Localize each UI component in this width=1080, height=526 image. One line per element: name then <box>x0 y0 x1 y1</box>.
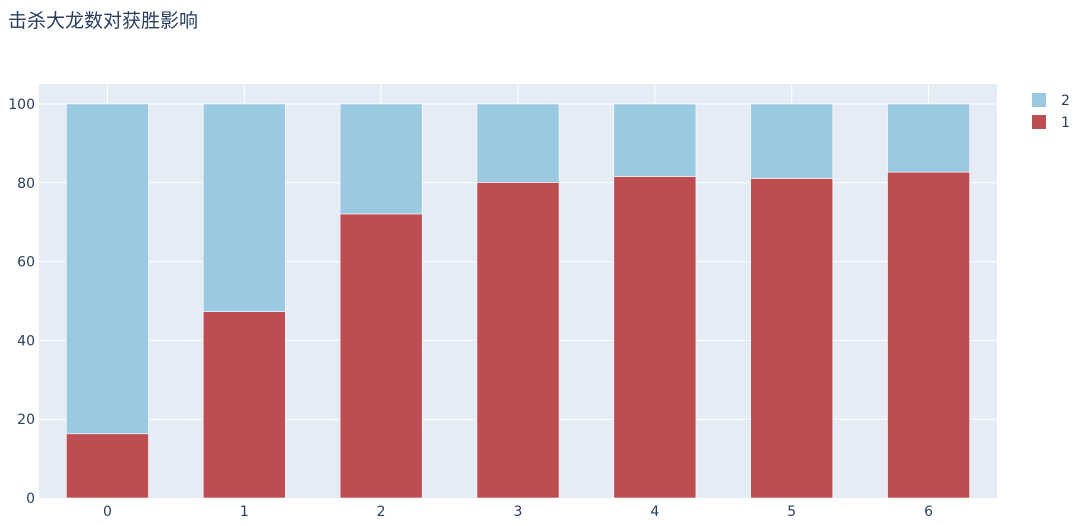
bar-series-2-category-5[interactable] <box>750 103 834 179</box>
x-tick-label: 2 <box>377 504 386 520</box>
legend-item-2[interactable]: 2 <box>1032 93 1070 109</box>
x-tick-label: 1 <box>240 504 249 520</box>
y-tick-label: 100 <box>8 97 35 113</box>
bar-series-1-category-6[interactable] <box>887 171 970 499</box>
x-tick-label: 0 <box>103 504 112 520</box>
y-tick-label: 60 <box>17 255 35 271</box>
y-tick-label: 0 <box>26 491 35 507</box>
legend-swatch <box>1032 93 1046 107</box>
bar-series-2-category-2[interactable] <box>339 103 423 215</box>
legend-label: 1 <box>1061 115 1070 131</box>
x-tick-label: 3 <box>514 504 523 520</box>
chart-title: 击杀大龙数对获胜影响 <box>8 10 199 32</box>
bar-series-1-category-1[interactable] <box>202 311 286 499</box>
bar-series-2-category-3[interactable] <box>476 103 560 183</box>
legend-swatch <box>1032 115 1046 129</box>
legend[interactable]: 21 <box>1032 93 1070 131</box>
bar-series-1-category-5[interactable] <box>750 178 834 499</box>
x-tick-label: 4 <box>650 504 659 520</box>
legend-label: 2 <box>1061 93 1070 109</box>
bar-series-2-category-6[interactable] <box>887 103 970 173</box>
bar-series-2-category-1[interactable] <box>202 103 286 312</box>
bar-series-1-category-0[interactable] <box>66 433 149 499</box>
legend-item-1[interactable]: 1 <box>1032 115 1070 131</box>
bar-series-1-category-3[interactable] <box>476 182 560 499</box>
y-axis-tick-labels: 0 20 40 60 80 100 <box>8 97 35 507</box>
bar-series-2-category-0[interactable] <box>66 103 149 435</box>
bar-series-1-category-2[interactable] <box>339 213 423 499</box>
bar-series-1-category-4[interactable] <box>613 176 697 499</box>
x-tick-label: 5 <box>787 504 796 520</box>
x-tick-label: 6 <box>924 504 933 520</box>
bar-series-2-category-4[interactable] <box>613 103 697 177</box>
x-axis-tick-labels: 0 1 2 3 4 5 6 <box>103 504 933 520</box>
y-tick-label: 40 <box>17 333 35 349</box>
bars <box>66 103 970 499</box>
y-tick-label: 20 <box>17 412 35 428</box>
y-tick-label: 80 <box>17 176 35 192</box>
